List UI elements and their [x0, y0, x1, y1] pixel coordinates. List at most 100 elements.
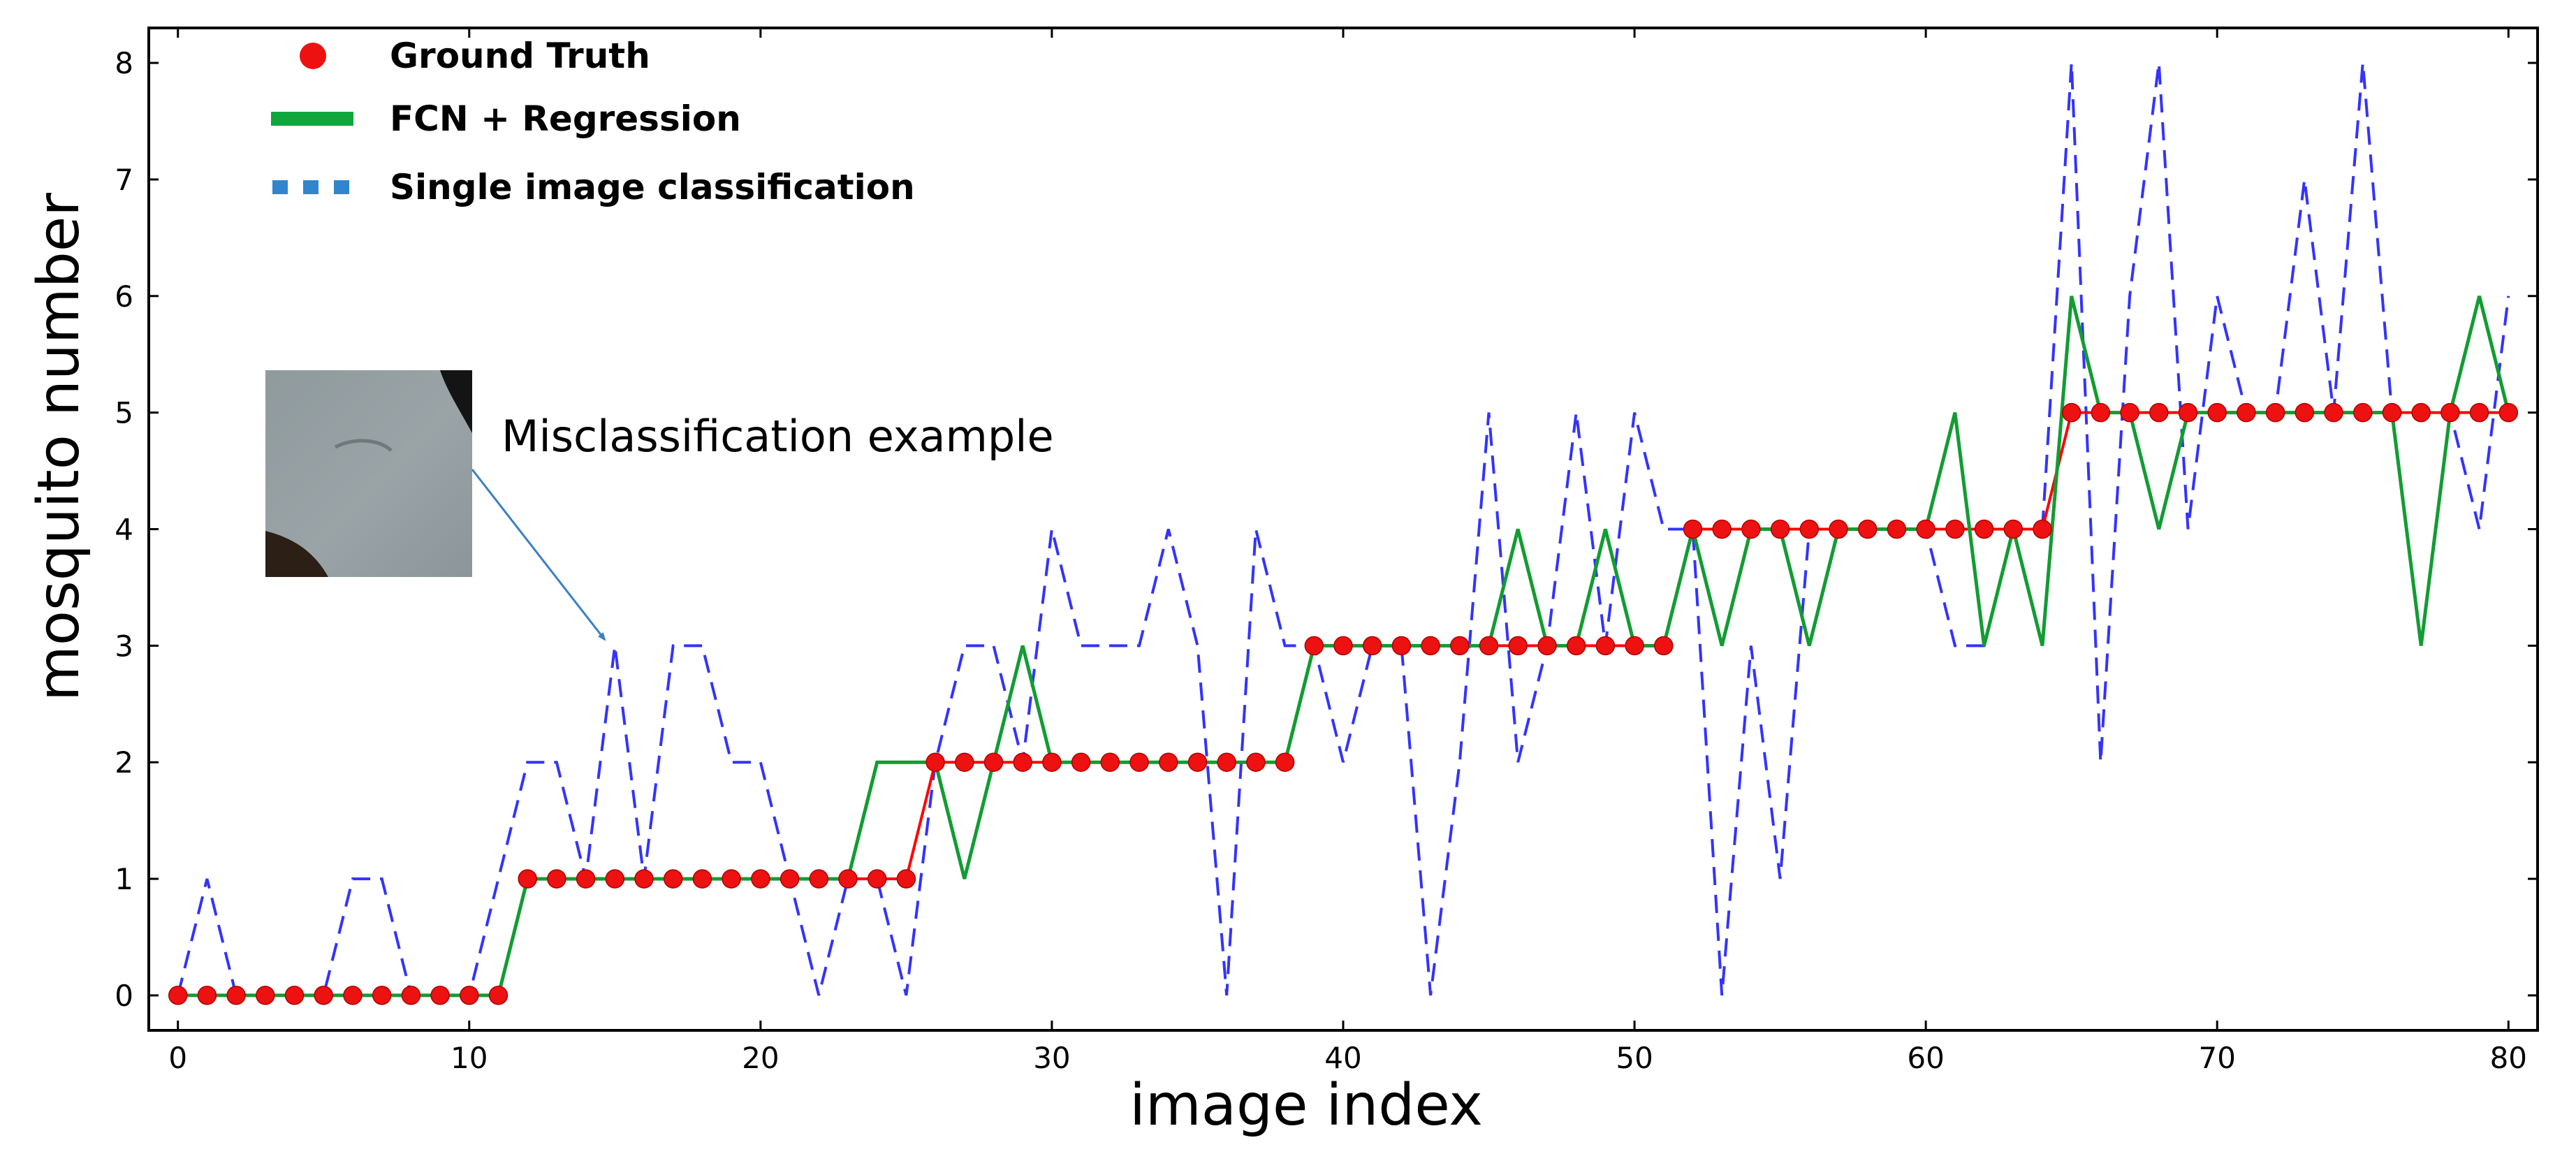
- legend-entry-ground-truth: Ground Truth: [300, 36, 650, 76]
- ground-truth-point: [1916, 519, 1935, 539]
- ground-truth-point: [1654, 636, 1674, 656]
- ground-truth-point: [1246, 752, 1266, 772]
- y-tick-label: 5: [115, 396, 133, 430]
- ground-truth-point: [343, 986, 363, 1005]
- series-ground-truth-line: [177, 411, 2509, 997]
- ground-truth-point: [605, 869, 625, 889]
- ground-truth-point: [1479, 636, 1499, 656]
- ground-truth-point: [1013, 752, 1032, 772]
- ground-truth-point: [634, 869, 654, 889]
- ground-truth-point: [2061, 402, 2081, 423]
- ground-truth-point: [1683, 519, 1703, 539]
- ground-truth-point: [2382, 402, 2402, 423]
- ground-truth-point: [867, 869, 887, 889]
- ground-truth-point: [372, 986, 392, 1005]
- ground-truth-point: [1391, 636, 1412, 656]
- x-tick-label: 10: [451, 1041, 488, 1075]
- ground-truth-point: [2003, 519, 2024, 539]
- legend-label: Ground Truth: [390, 36, 650, 76]
- ground-truth-point: [1741, 519, 1761, 539]
- x-tick-label: 60: [1907, 1041, 1944, 1075]
- y-tick-label: 7: [115, 163, 133, 197]
- legend-marker-dash-1: [272, 180, 288, 194]
- ground-truth-point: [896, 869, 916, 889]
- ground-truth-point: [838, 869, 858, 889]
- y-tick-label: 6: [115, 279, 133, 314]
- ground-truth-point: [1625, 636, 1644, 656]
- ground-truth-point: [1187, 752, 1208, 772]
- ground-truth-point: [2498, 402, 2519, 423]
- ground-truth-point: [2091, 402, 2111, 423]
- ground-truth-point: [2411, 402, 2431, 423]
- y-tick-label: 0: [115, 979, 133, 1013]
- ground-truth-point: [256, 986, 275, 1005]
- x-tick-label: 70: [2198, 1041, 2235, 1075]
- ground-truth-point: [2353, 402, 2373, 423]
- legend-label: FCN + Regression: [390, 98, 741, 139]
- ground-truth-point: [925, 752, 945, 772]
- ground-truth-point: [780, 869, 800, 889]
- ground-truth-point: [722, 869, 741, 889]
- legend: Ground Truth FCN + Regression Single ima…: [271, 36, 915, 207]
- x-tick-label: 40: [1324, 1041, 1361, 1075]
- ground-truth-point: [2295, 402, 2315, 423]
- legend-entry-fcn-regression: FCN + Regression: [271, 98, 741, 139]
- x-tick-label: 0: [168, 1041, 187, 1075]
- series-single-image-classification: [176, 62, 2510, 997]
- ground-truth-point: [1071, 752, 1091, 772]
- ground-truth-point: [1333, 636, 1353, 656]
- ground-truth-point: [955, 752, 974, 772]
- annotation-misclassification: Misclassification example: [502, 411, 1054, 462]
- ground-truth-point: [2469, 402, 2489, 423]
- ground-truth-point: [663, 869, 683, 889]
- ground-truth-point: [1945, 519, 1965, 539]
- ground-truth-point: [1450, 636, 1470, 656]
- ground-truth-point: [1508, 636, 1528, 656]
- ground-truth-point: [2033, 519, 2052, 539]
- y-axis: 0 1 2 3 4 5 6 7 8: [115, 46, 2538, 1013]
- ground-truth-point: [547, 869, 566, 889]
- y-axis-title: mosquito number: [26, 193, 92, 701]
- ground-truth-point: [692, 869, 712, 889]
- ground-truth-point: [1304, 636, 1324, 656]
- legend-marker-dash-3: [334, 180, 349, 194]
- ground-truth-point: [284, 986, 305, 1005]
- ground-truth-point: [576, 869, 596, 889]
- ground-truth-point: [1887, 519, 1907, 539]
- x-axis: 0 10 20 30 40 50 60 70 80: [168, 28, 2527, 1075]
- legend-marker-red-dot: [300, 43, 326, 69]
- ground-truth-point: [1362, 636, 1382, 656]
- ground-truth-point: [2207, 402, 2227, 423]
- ground-truth-point: [518, 869, 537, 889]
- x-axis-title: image index: [1129, 1072, 1483, 1139]
- ground-truth-point: [1595, 636, 1616, 656]
- ground-truth-point: [2149, 402, 2169, 423]
- ground-truth-point: [809, 869, 829, 889]
- ground-truth-point: [1829, 519, 1848, 539]
- ground-truth-point: [1566, 636, 1586, 656]
- ground-truth-point: [314, 986, 333, 1005]
- ground-truth-point: [1974, 519, 1994, 539]
- series-layer: [168, 62, 2519, 1005]
- ground-truth-point: [1129, 752, 1149, 772]
- annotation-arrow: [471, 469, 606, 641]
- ground-truth-point: [2265, 402, 2285, 423]
- ground-truth-point: [983, 752, 1004, 772]
- ground-truth-point: [751, 869, 770, 889]
- ground-truth-point: [488, 986, 508, 1005]
- legend-label: Single image classification: [390, 167, 915, 207]
- y-tick-label: 1: [115, 862, 133, 896]
- x-tick-label: 80: [2490, 1041, 2527, 1075]
- ground-truth-point: [2120, 402, 2139, 423]
- ground-truth-point: [1537, 636, 1557, 656]
- ground-truth-point: [2237, 402, 2256, 423]
- ground-truth-point: [1159, 752, 1178, 772]
- ground-truth-point: [197, 986, 217, 1005]
- ground-truth-point: [1712, 519, 1732, 539]
- legend-entry-single-image: Single image classification: [272, 167, 915, 207]
- ground-truth-point: [168, 986, 188, 1005]
- ground-truth-point: [1421, 636, 1440, 656]
- ground-truth-point: [401, 986, 421, 1005]
- ground-truth-point: [1799, 519, 1820, 539]
